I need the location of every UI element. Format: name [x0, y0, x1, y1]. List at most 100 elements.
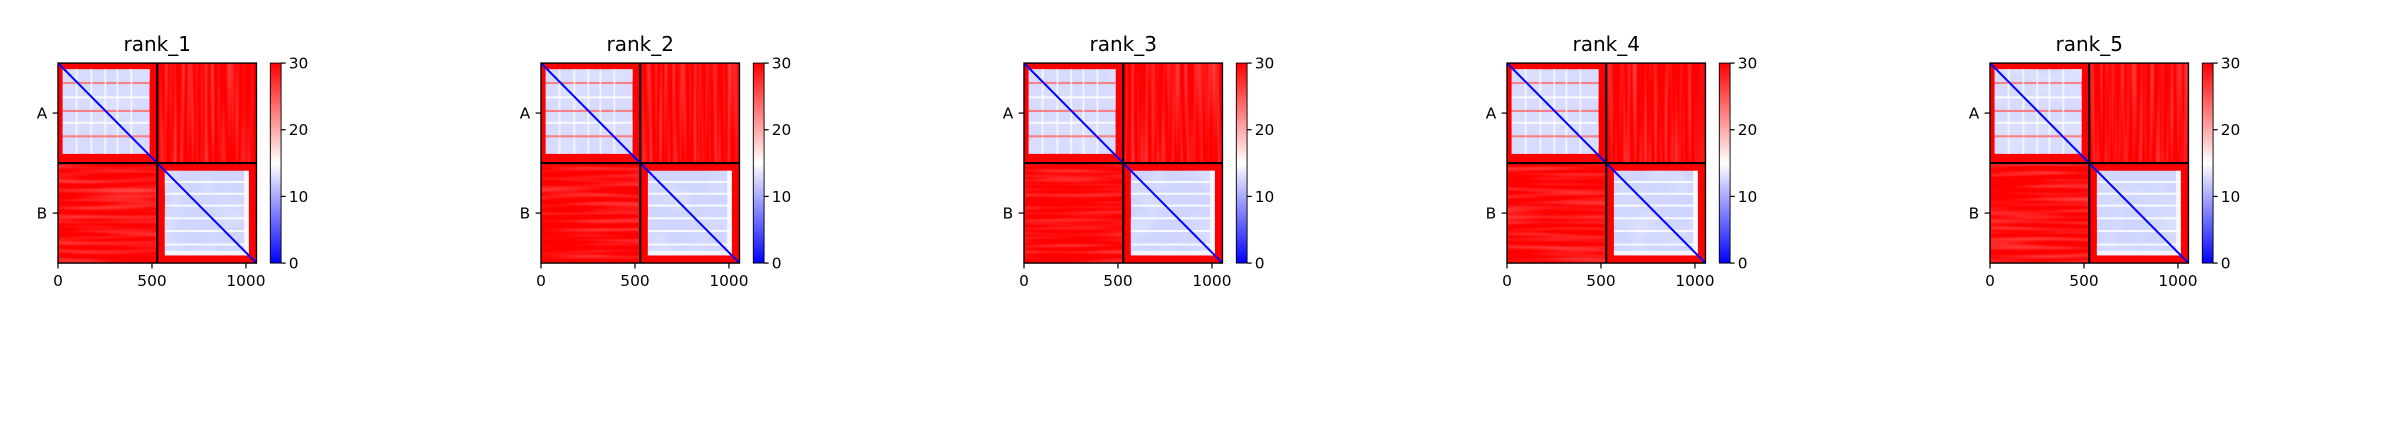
x-tick-label: 1000 [226, 272, 265, 290]
block-b-stripe [164, 217, 249, 220]
block-b-stripe [647, 217, 732, 220]
block-a-vstripe [1579, 69, 1582, 154]
block-b-stripe [1130, 204, 1215, 207]
colorbar-tick-label: 20 [1738, 121, 1758, 139]
block-b-stripe [1613, 230, 1698, 233]
panel-title: rank_4 [1572, 32, 1639, 56]
block-b-stripe [2096, 217, 2181, 220]
block-b-stripe [1613, 192, 1698, 195]
x-tick-label: 1000 [1675, 272, 1714, 290]
x-tick-label: 500 [620, 272, 649, 290]
block-a-vstripe [1565, 69, 1568, 154]
axes-frame [1023, 62, 1224, 264]
y-tick-label: B [37, 204, 48, 222]
colorbar-tick-label: 30 [1738, 54, 1758, 72]
block-a-b [2089, 63, 2189, 164]
block-a-vstripe [2062, 69, 2065, 154]
panel-title: rank_3 [1089, 32, 1156, 56]
panel-title: rank_2 [606, 32, 673, 56]
block-b-edge [244, 170, 249, 256]
block-a-stripe [1028, 135, 1116, 138]
block-a-vstripe [130, 69, 133, 154]
block-b-a [541, 163, 641, 264]
y-tick-label: B [1969, 204, 1980, 222]
block-a-vstripe [1096, 69, 1099, 154]
block-b-stripe [164, 180, 249, 183]
colorbar [270, 63, 282, 264]
panel-3: rank_3 0 500 1000 A B 0 10 20 30 [1003, 32, 1275, 290]
block-b-stripe [647, 230, 732, 233]
x-tick-label: 0 [53, 272, 63, 290]
block-a-b [1606, 63, 1706, 164]
block-a-stripe [1994, 135, 2082, 138]
block-b-stripe [1130, 217, 1215, 220]
colorbar-frame [2201, 62, 2214, 264]
block-a-vstripe [116, 69, 119, 154]
block-b-stripe [647, 204, 732, 207]
block-a-stripe [62, 135, 150, 138]
block-a-stripe [1511, 121, 1599, 124]
block-b-bottom [164, 250, 249, 256]
block-b-stripe [2096, 180, 2181, 183]
axes-frame [540, 62, 741, 264]
block-b-stripe [647, 243, 732, 246]
y-tick-label: A [1003, 104, 1014, 122]
x-tick-label: 0 [1502, 272, 1512, 290]
panel-2: rank_2 0 500 1000 A B 0 10 20 30 [520, 32, 792, 290]
colorbar-tick-label: 10 [1255, 188, 1275, 206]
block-a-b [1123, 63, 1223, 164]
block-b-stripe [647, 192, 732, 195]
block-a-stripe [545, 121, 633, 124]
block-b-stripe [2096, 243, 2181, 246]
block-b-a [1507, 163, 1607, 264]
colorbar-tick-label: 0 [289, 254, 299, 272]
y-tick-label: A [37, 104, 48, 122]
block-b-a [58, 163, 158, 264]
block-b-stripe [164, 204, 249, 207]
x-tick-label: 1000 [2158, 272, 2197, 290]
x-tick-label: 500 [137, 272, 166, 290]
block-b-edge [727, 170, 732, 256]
colorbar-tick-label: 10 [2221, 188, 2241, 206]
colorbar [1236, 63, 1248, 264]
axes-frame [1989, 62, 2190, 264]
colorbar-tick-label: 30 [289, 54, 309, 72]
panel-title: rank_1 [123, 32, 190, 56]
colorbar-tick-label: 0 [1255, 254, 1265, 272]
x-tick-label: 500 [1103, 272, 1132, 290]
block-b-stripe [1613, 180, 1698, 183]
block-b-stripe [164, 243, 249, 246]
block-b-stripe [2096, 192, 2181, 195]
block-b-stripe [1130, 180, 1215, 183]
block-a-stripe [545, 135, 633, 138]
colorbar-tick-label: 30 [1255, 54, 1275, 72]
colorbar-tick-label: 30 [2221, 54, 2241, 72]
axes-frame [1506, 62, 1707, 264]
colorbar-tick-label: 10 [1738, 188, 1758, 206]
block-a-b [640, 63, 740, 164]
block-a-stripe [1028, 121, 1116, 124]
axes-frame [57, 62, 258, 264]
y-tick-label: B [520, 204, 531, 222]
colorbar-tick-label: 20 [289, 121, 309, 139]
x-tick-label: 0 [536, 272, 546, 290]
colorbar-tick-label: 10 [772, 188, 792, 206]
block-b-bottom [1130, 250, 1215, 256]
x-tick-label: 0 [1985, 272, 1995, 290]
block-b-edge [1693, 170, 1698, 256]
colorbar-tick-label: 0 [772, 254, 782, 272]
colorbar-tick-label: 30 [772, 54, 792, 72]
colorbar [1719, 63, 1731, 264]
colorbar-tick-label: 20 [2221, 121, 2241, 139]
block-b-a [1024, 163, 1124, 264]
block-b-stripe [1130, 243, 1215, 246]
y-tick-label: B [1486, 204, 1497, 222]
block-b-stripe [1613, 217, 1698, 220]
block-a-vstripe [613, 69, 616, 154]
block-b-stripe [2096, 230, 2181, 233]
x-tick-label: 500 [1586, 272, 1615, 290]
colorbar-frame [269, 62, 282, 264]
